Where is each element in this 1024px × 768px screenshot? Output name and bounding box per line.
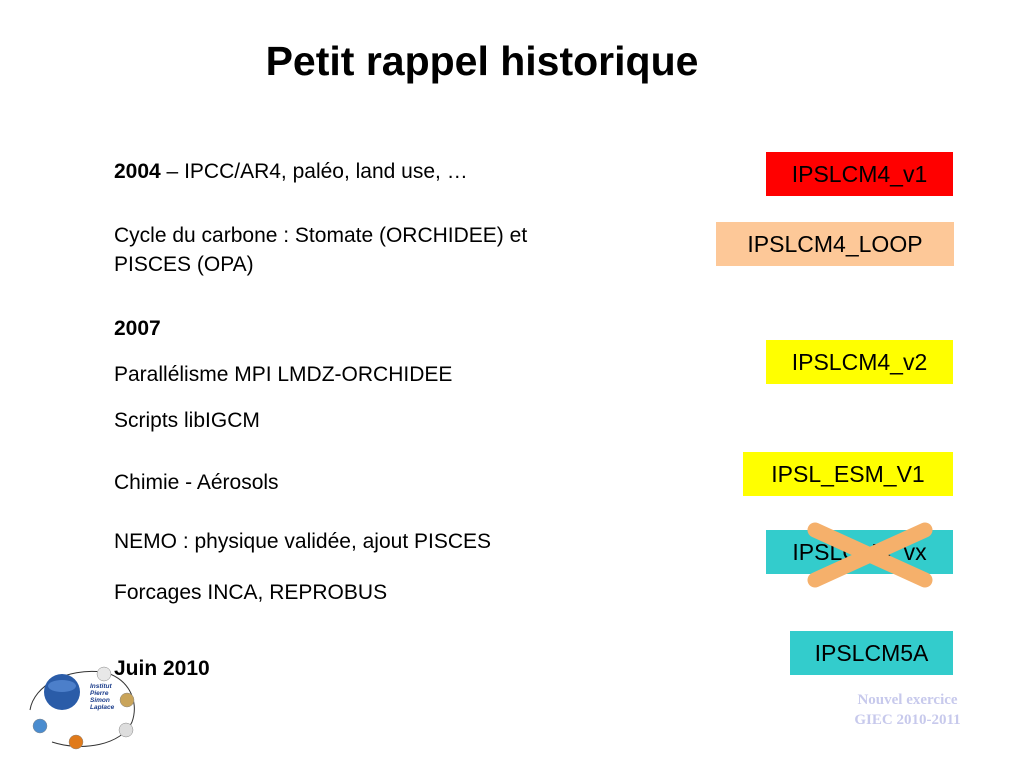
text-line-scripts: Scripts libIGCM	[114, 409, 260, 432]
footer-line-2: GIEC 2010-2011	[854, 712, 961, 728]
slide-title: Petit rappel historique	[265, 38, 699, 84]
text-line-mpi: Parallélisme MPI LMDZ-ORCHIDEE	[114, 363, 453, 386]
logo-text-2: Pierre	[90, 690, 109, 697]
text-line-forcages: Forcages INCA, REPROBUS	[114, 581, 388, 604]
text-line-2007: 2007	[114, 317, 161, 340]
model-box-ipslcm4-v1: IPSLCM4_v1	[766, 152, 953, 196]
ipsl-logo-icon: Institut Pierre Simon Laplace	[29, 666, 135, 750]
model-box-ipsl-esm-v1: IPSL_ESM_V1	[743, 452, 953, 496]
text-line-pisces: PISCES (OPA)	[114, 253, 254, 276]
logo-text-3: Simon	[90, 697, 110, 704]
text-line-chimie: Chimie - Aérosols	[114, 471, 279, 494]
text-line-2004: 2004 – IPCC/AR4, paléo, land use, …	[114, 160, 468, 183]
footer-line-1: Nouvel exercice	[857, 692, 958, 708]
footer-note: Nouvel exercice GIEC 2010-2011	[820, 690, 995, 730]
model-box-ipslcm5a: IPSLCM5A	[790, 631, 953, 675]
text-line-nemo: NEMO : physique validée, ajout PISCES	[114, 530, 492, 553]
cross-out-mark	[807, 522, 933, 588]
text-line-juin-2010: Juin 2010	[114, 657, 210, 680]
model-box-ipslcm4-loop: IPSLCM4_LOOP	[716, 222, 954, 266]
text-line-carbon: Cycle du carbone : Stomate (ORCHIDEE) et	[114, 224, 528, 247]
model-box-ipslcm4-v2: IPSLCM4_v2	[766, 340, 953, 384]
logo-text-1: Institut	[90, 683, 112, 690]
logo-text-4: Laplace	[90, 704, 115, 711]
